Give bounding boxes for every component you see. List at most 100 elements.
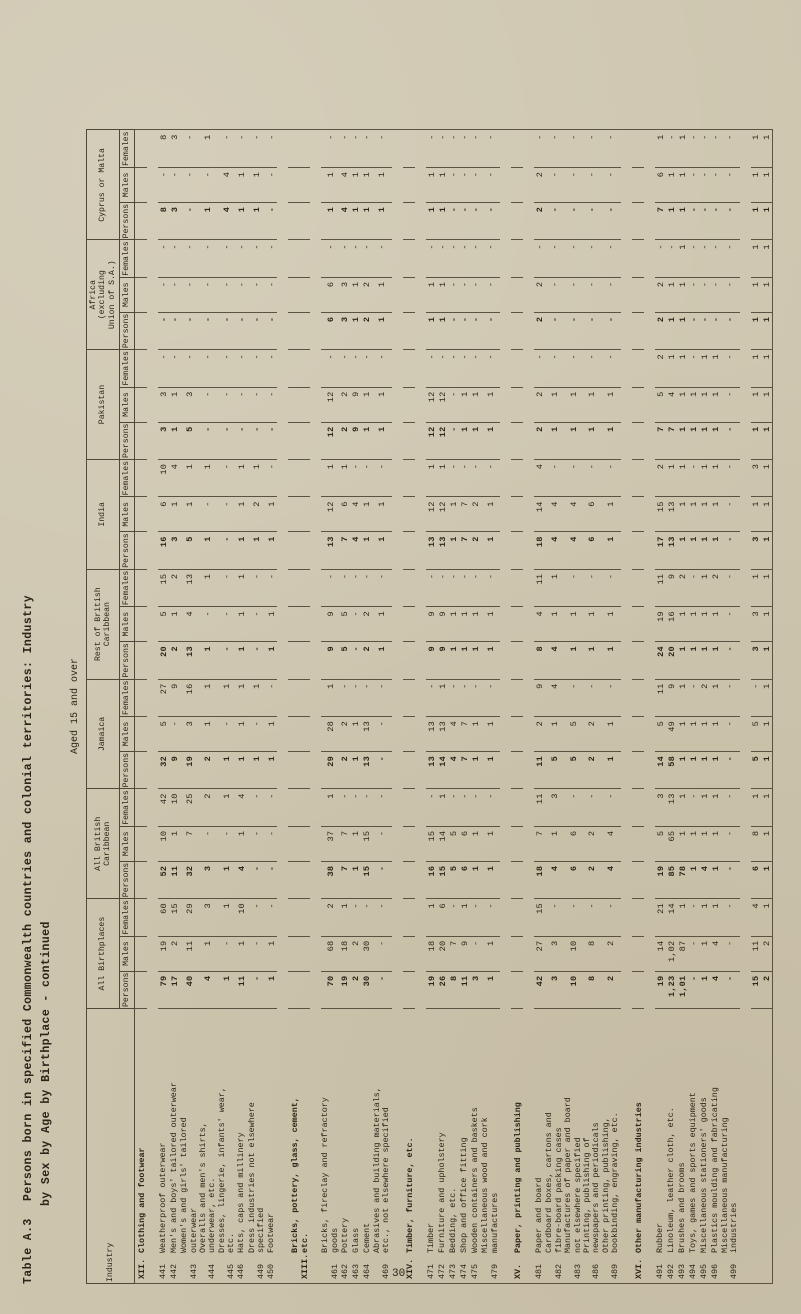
industry-description: Other printing, publishing, bookbinding,… xyxy=(600,1112,621,1253)
data-cell: - xyxy=(437,130,449,168)
data-cell: - xyxy=(721,130,740,168)
data-cell: 2 xyxy=(534,422,546,460)
data-cell: - xyxy=(721,861,740,899)
data-cell: 2 xyxy=(583,826,602,862)
data-cell: 5 xyxy=(545,751,565,789)
spacer-cell xyxy=(644,130,656,1284)
data-cell: - xyxy=(470,167,482,203)
data-cell: - xyxy=(459,569,471,607)
data-cell: 6 xyxy=(655,167,667,203)
data-cell: - xyxy=(470,569,482,607)
table-row: 495Miscellaneous stationers' goods 1 1 1 4 1 1… xyxy=(699,130,711,1284)
data-cell: 1 xyxy=(545,606,565,642)
industry-code: XIV. xyxy=(404,1258,415,1279)
industry-description: Weatherproof outerwear xyxy=(157,1142,168,1253)
data-cell: - xyxy=(710,312,722,350)
data-cell: 49 xyxy=(666,716,678,752)
data-cell: - xyxy=(236,130,248,168)
table-row: 481Paper and board 42 27 15 18 7 11 11 2 9 8 4 11 18 1… xyxy=(534,130,546,1284)
data-cell: 1 xyxy=(761,898,773,937)
table-spacer-row xyxy=(739,130,751,1284)
data-cell: - xyxy=(350,788,362,827)
data-cell: - xyxy=(721,716,740,752)
data-cell: 2 xyxy=(761,971,773,1009)
data-cell: 11 xyxy=(180,936,199,972)
data-cell: 2 xyxy=(655,277,667,313)
data-cell: - xyxy=(721,826,740,862)
data-cell: 1 xyxy=(761,531,773,570)
industry-label-cell: 483 Manufactures of paper and board not e… xyxy=(563,1008,584,1284)
industry-code: 479 xyxy=(489,1263,500,1279)
data-cell: 1 xyxy=(198,569,218,607)
data-cell: - xyxy=(699,202,711,240)
data-cell: - xyxy=(448,422,460,460)
table-row: 463Glass 2 2-1 1-1 1- - - -4 4-9 9-1 1-1 1- xyxy=(351,130,362,1284)
data-cell: 27 xyxy=(158,679,170,717)
data-cell: 1 xyxy=(710,751,722,789)
data-cell: - xyxy=(339,130,351,168)
data-cell: - xyxy=(426,239,438,278)
data-cell: 1 xyxy=(372,531,392,570)
table-row: 486 Printing, publishing of newspapers an… xyxy=(582,130,602,1284)
data-cell: - xyxy=(545,130,565,168)
data-cell: 12 xyxy=(321,387,340,423)
data-cell xyxy=(511,788,524,827)
data-cell: - xyxy=(426,349,438,388)
spacer-cell xyxy=(739,130,751,1284)
data-cell: - xyxy=(448,202,460,240)
data-cell: - xyxy=(266,569,278,607)
data-cell xyxy=(402,788,416,827)
data-cell xyxy=(402,679,416,717)
data-cell: 2 xyxy=(361,312,373,350)
data-cell: 1 xyxy=(761,679,773,717)
data-cell xyxy=(511,349,524,388)
data-cell: - xyxy=(470,312,482,350)
data-cell xyxy=(511,277,524,313)
data-cell: 11 xyxy=(236,971,248,1009)
industry-label-cell: 499 Miscellaneous manufacturing industrie… xyxy=(720,1008,740,1284)
data-cell: - xyxy=(350,898,362,937)
data-cell: 29 xyxy=(180,898,199,937)
data-cell: - xyxy=(459,277,471,313)
table-row: 15 11 4 6 8 1 5 5-3 3 1 3 1 3 1 1 1 1 1 1 1 1 1 xyxy=(750,130,762,1284)
data-cell: - xyxy=(721,971,740,1009)
data-cell: - xyxy=(583,349,602,388)
industry-description: Brushes and brooms xyxy=(676,1162,687,1253)
table-section-row: XV. Paper, printing and publishing xyxy=(511,130,524,1284)
data-cell: - xyxy=(688,312,700,350)
data-cell xyxy=(134,898,148,937)
data-cell: - xyxy=(372,716,392,752)
data-cell: 9 xyxy=(426,606,438,642)
data-cell: 1 xyxy=(470,716,482,752)
data-cell xyxy=(134,641,148,680)
data-cell: 1 xyxy=(481,422,500,460)
data-cell: 13 xyxy=(666,531,678,570)
data-cell: 4 xyxy=(169,459,181,497)
data-cell: 2 xyxy=(583,861,602,899)
data-cell: 18 xyxy=(534,861,546,899)
table-row: 471Timber 19 18 1 16 15-13 13-9 9-13 12 1 12 12-1 1-… xyxy=(426,130,438,1284)
industry-code: 499 xyxy=(729,1263,740,1279)
data-cell: - xyxy=(470,349,482,388)
data-cell: - xyxy=(158,167,170,203)
data-cell: 3 xyxy=(180,716,199,752)
industry-description: Men's and boys' tailored outerwear xyxy=(168,1082,179,1253)
table-row: 482 Cardboard boxes, cartons and fibre-bo… xyxy=(544,130,565,1284)
data-cell: 1 xyxy=(564,606,584,642)
sex-header-females: Females xyxy=(119,349,135,388)
data-cell: - xyxy=(198,826,218,862)
data-cell xyxy=(631,751,645,789)
data-cell: - xyxy=(339,679,351,717)
data-cell xyxy=(402,569,416,607)
data-cell: - xyxy=(247,312,267,350)
data-cell: 1 xyxy=(372,641,392,680)
data-cell: 9 xyxy=(321,641,340,680)
data-cell xyxy=(511,898,524,937)
data-cell: 1 xyxy=(426,202,438,240)
data-cell: 1 xyxy=(236,496,248,532)
data-cell: 1 xyxy=(247,459,267,497)
data-cell: 1 xyxy=(266,936,278,972)
data-cell: 6 xyxy=(750,861,762,899)
data-cell: - xyxy=(699,130,711,168)
spacer-cell xyxy=(620,130,632,1284)
